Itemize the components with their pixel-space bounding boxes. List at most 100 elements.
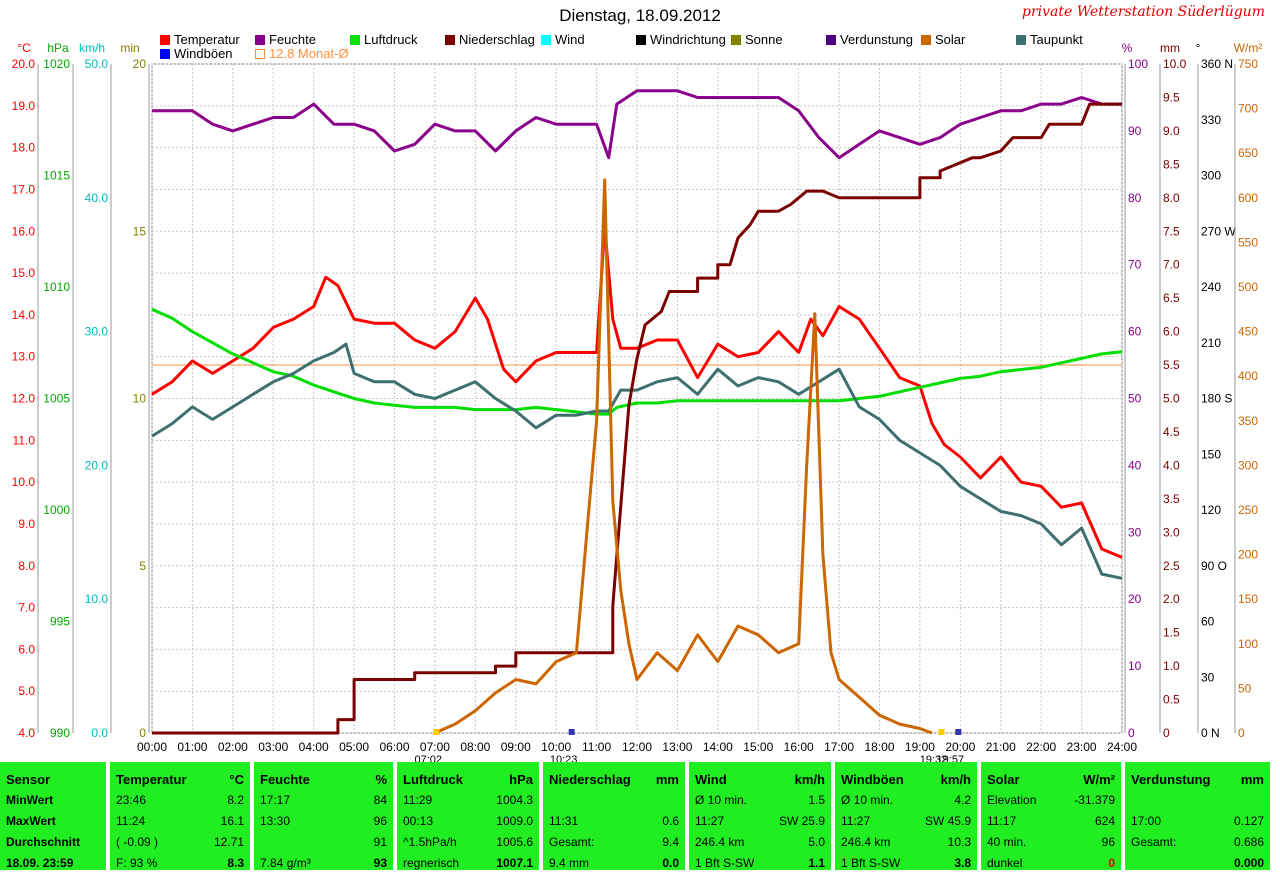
stats-cell-value: 8.3 [227, 856, 244, 870]
x-tick-label: 18:00 [864, 740, 894, 754]
humidity-tick-label: 60 [1128, 325, 1142, 339]
solar-tick-label: 450 [1238, 325, 1258, 339]
stats-cell-label: Ø 10 min. [695, 793, 748, 807]
stats-section-title: Wind [695, 772, 727, 787]
stats-cell-value: 1.5 [808, 793, 825, 807]
stats-cell-value: 1007.1 [496, 856, 533, 870]
legend-item: Solar [921, 32, 965, 47]
stats-row: MinWert [6, 793, 100, 807]
stats-cell-label: 11:29 [403, 793, 433, 807]
stats-section-title: Niederschlag [549, 772, 631, 787]
stats-cell-label: 40 min. [987, 835, 1027, 849]
stats-panel: Sensor MinWert MaxWert Durchschnitt 18.09. 2… [0, 762, 1280, 882]
rain-tick-label: 6.5 [1163, 291, 1180, 305]
wind-tick-label: 0.0 [91, 726, 108, 740]
legend-item: Windrichtung [636, 32, 726, 47]
rain-tick-label: 9.0 [1163, 124, 1180, 138]
stats-cell-label: 00:13 [403, 814, 434, 828]
solar-tick-label: 300 [1238, 458, 1258, 472]
stats-cell-value: 5.0 [808, 835, 825, 849]
temp-tick-label: 15.0 [12, 266, 36, 280]
x-tick-label: 11:00 [582, 740, 611, 754]
stats-cell-value: -31.379 [1074, 793, 1115, 807]
legend-item: Windböen [160, 46, 233, 61]
stats-cell-label: Gesamt: [1131, 835, 1177, 849]
x-tick-label: 03:00 [258, 740, 288, 754]
x-tick-label: 16:00 [784, 740, 814, 754]
stats-cell-label: 7.84 g/m³ [260, 856, 311, 870]
stats-row: 91 [260, 835, 387, 849]
stats-section: Luftdruck hPa 11:29 1004.3 00:13 1009.0 ^1.5hP… [397, 762, 539, 870]
temp-tick-label: 7.0 [18, 601, 35, 615]
x-tick-label: 06:00 [379, 740, 409, 754]
direction-tick-label: 360 N [1201, 57, 1233, 71]
solar-tick-label: 0 [1238, 726, 1245, 740]
humidity-tick-label: 90 [1128, 124, 1142, 138]
stats-section: Temperatur °C 23:46 8.2 11:24 16.1 ( -0.09 ) 12… [110, 762, 250, 870]
rain-tick-label: 2.5 [1163, 559, 1180, 573]
stats-cell-value: 84 [373, 793, 387, 807]
stats-cell-label: MinWert [6, 793, 54, 807]
x-tick-label: 17:00 [824, 740, 854, 754]
wind-tick-label: 30.0 [85, 325, 109, 339]
stats-section-title: Sensor [6, 772, 51, 787]
stats-cell-value: 1004.3 [496, 793, 533, 807]
stats-cell-value: 93 [373, 856, 387, 870]
stats-section-header: Feuchte% [260, 772, 387, 787]
humidity-tick-label: 80 [1128, 191, 1142, 205]
stats-row: 1 Bft S-SW 3.8 [841, 856, 971, 870]
temp-tick-label: 19.0 [12, 99, 36, 113]
x-tick-label: 04:00 [299, 740, 329, 754]
temp-tick-label: 6.0 [18, 642, 35, 656]
x-tick-label: 05:00 [339, 740, 369, 754]
rain-tick-label: 0 [1163, 726, 1170, 740]
temp-tick-label: 8.0 [18, 559, 35, 573]
stats-cell-value: 1.1 [808, 856, 825, 870]
stats-cell-label: 1 Bft S-SW [695, 856, 755, 870]
solar-tick-label: 350 [1238, 414, 1258, 428]
stats-section-unit: mm [1240, 772, 1264, 787]
stats-cell-label: 17:00 [1131, 814, 1162, 828]
stats-section-unit: km/h [794, 772, 825, 787]
wind-unit-label: km/h [79, 41, 105, 55]
weather-chart: 00:00 01:00 02:00 03:00 04:00 05:00 06:00 07:00… [12, 41, 1263, 762]
stats-cell-label: 246.4 km [841, 835, 891, 849]
stats-row: 246.4 km 5.0 [695, 835, 825, 849]
stats-section-title: Windböen [841, 772, 904, 787]
stats-cell-label: 246.4 km [695, 835, 745, 849]
stats-section: Verdunstung mm 17:00 0.127 Gesamt: 0.686 0.000 [1125, 762, 1270, 870]
temp-tick-label: 17.0 [12, 182, 36, 196]
solar-tick-label: 650 [1238, 146, 1258, 160]
stats-section: Windböen km/h Ø 10 min. 4.2 11:27 SW 45.9 246.… [835, 762, 977, 870]
pressure-tick-label: 1015 [43, 169, 70, 183]
legend-swatch [255, 34, 265, 45]
legend-item: Sonne [731, 32, 783, 47]
legend-item: Luftdruck [350, 32, 417, 47]
stats-row: Ø 10 min. 4.2 [841, 793, 971, 807]
sun-time-label: 19:32 [920, 754, 948, 762]
stats-section: Solar W/m² Elevation -31.379 11:17 624 40 min.… [981, 762, 1121, 870]
stats-row: 0.000 [1131, 856, 1264, 870]
sun-time-label: 07:02 [414, 754, 442, 762]
rain-tick-label: 5.0 [1163, 392, 1180, 406]
legend-swatch [731, 34, 741, 45]
stats-cell-value: 96 [1101, 835, 1115, 849]
stats-row: ( -0.09 ) 12.71 [116, 835, 244, 849]
temp-unit-label: °C [17, 41, 31, 55]
stats-section: Sensor MinWert MaxWert Durchschnitt 18.09. 2… [0, 762, 106, 870]
stats-cell-value: 0.0 [662, 856, 679, 870]
humidity-tick-label: 40 [1128, 458, 1142, 472]
temp-tick-label: 5.0 [18, 684, 35, 698]
humidity-tick-label: 30 [1128, 525, 1142, 539]
stats-row: 00:13 1009.0 [403, 814, 533, 828]
direction-tick-label: 150 [1201, 447, 1221, 461]
series-line-luftdruck [151, 307, 1123, 416]
rain-tick-label: 2.0 [1163, 592, 1180, 606]
stats-row: 7.84 g/m³ 93 [260, 856, 387, 870]
x-tick-label: 23:00 [1067, 740, 1097, 754]
pressure-tick-label: 1000 [43, 503, 70, 517]
wind-tick-label: 50.0 [85, 57, 109, 71]
stats-cell-label: ^1.5hPa/h [403, 835, 457, 849]
stats-cell-label: MaxWert [6, 814, 56, 828]
sun-time-label: 10:23 [550, 754, 578, 762]
